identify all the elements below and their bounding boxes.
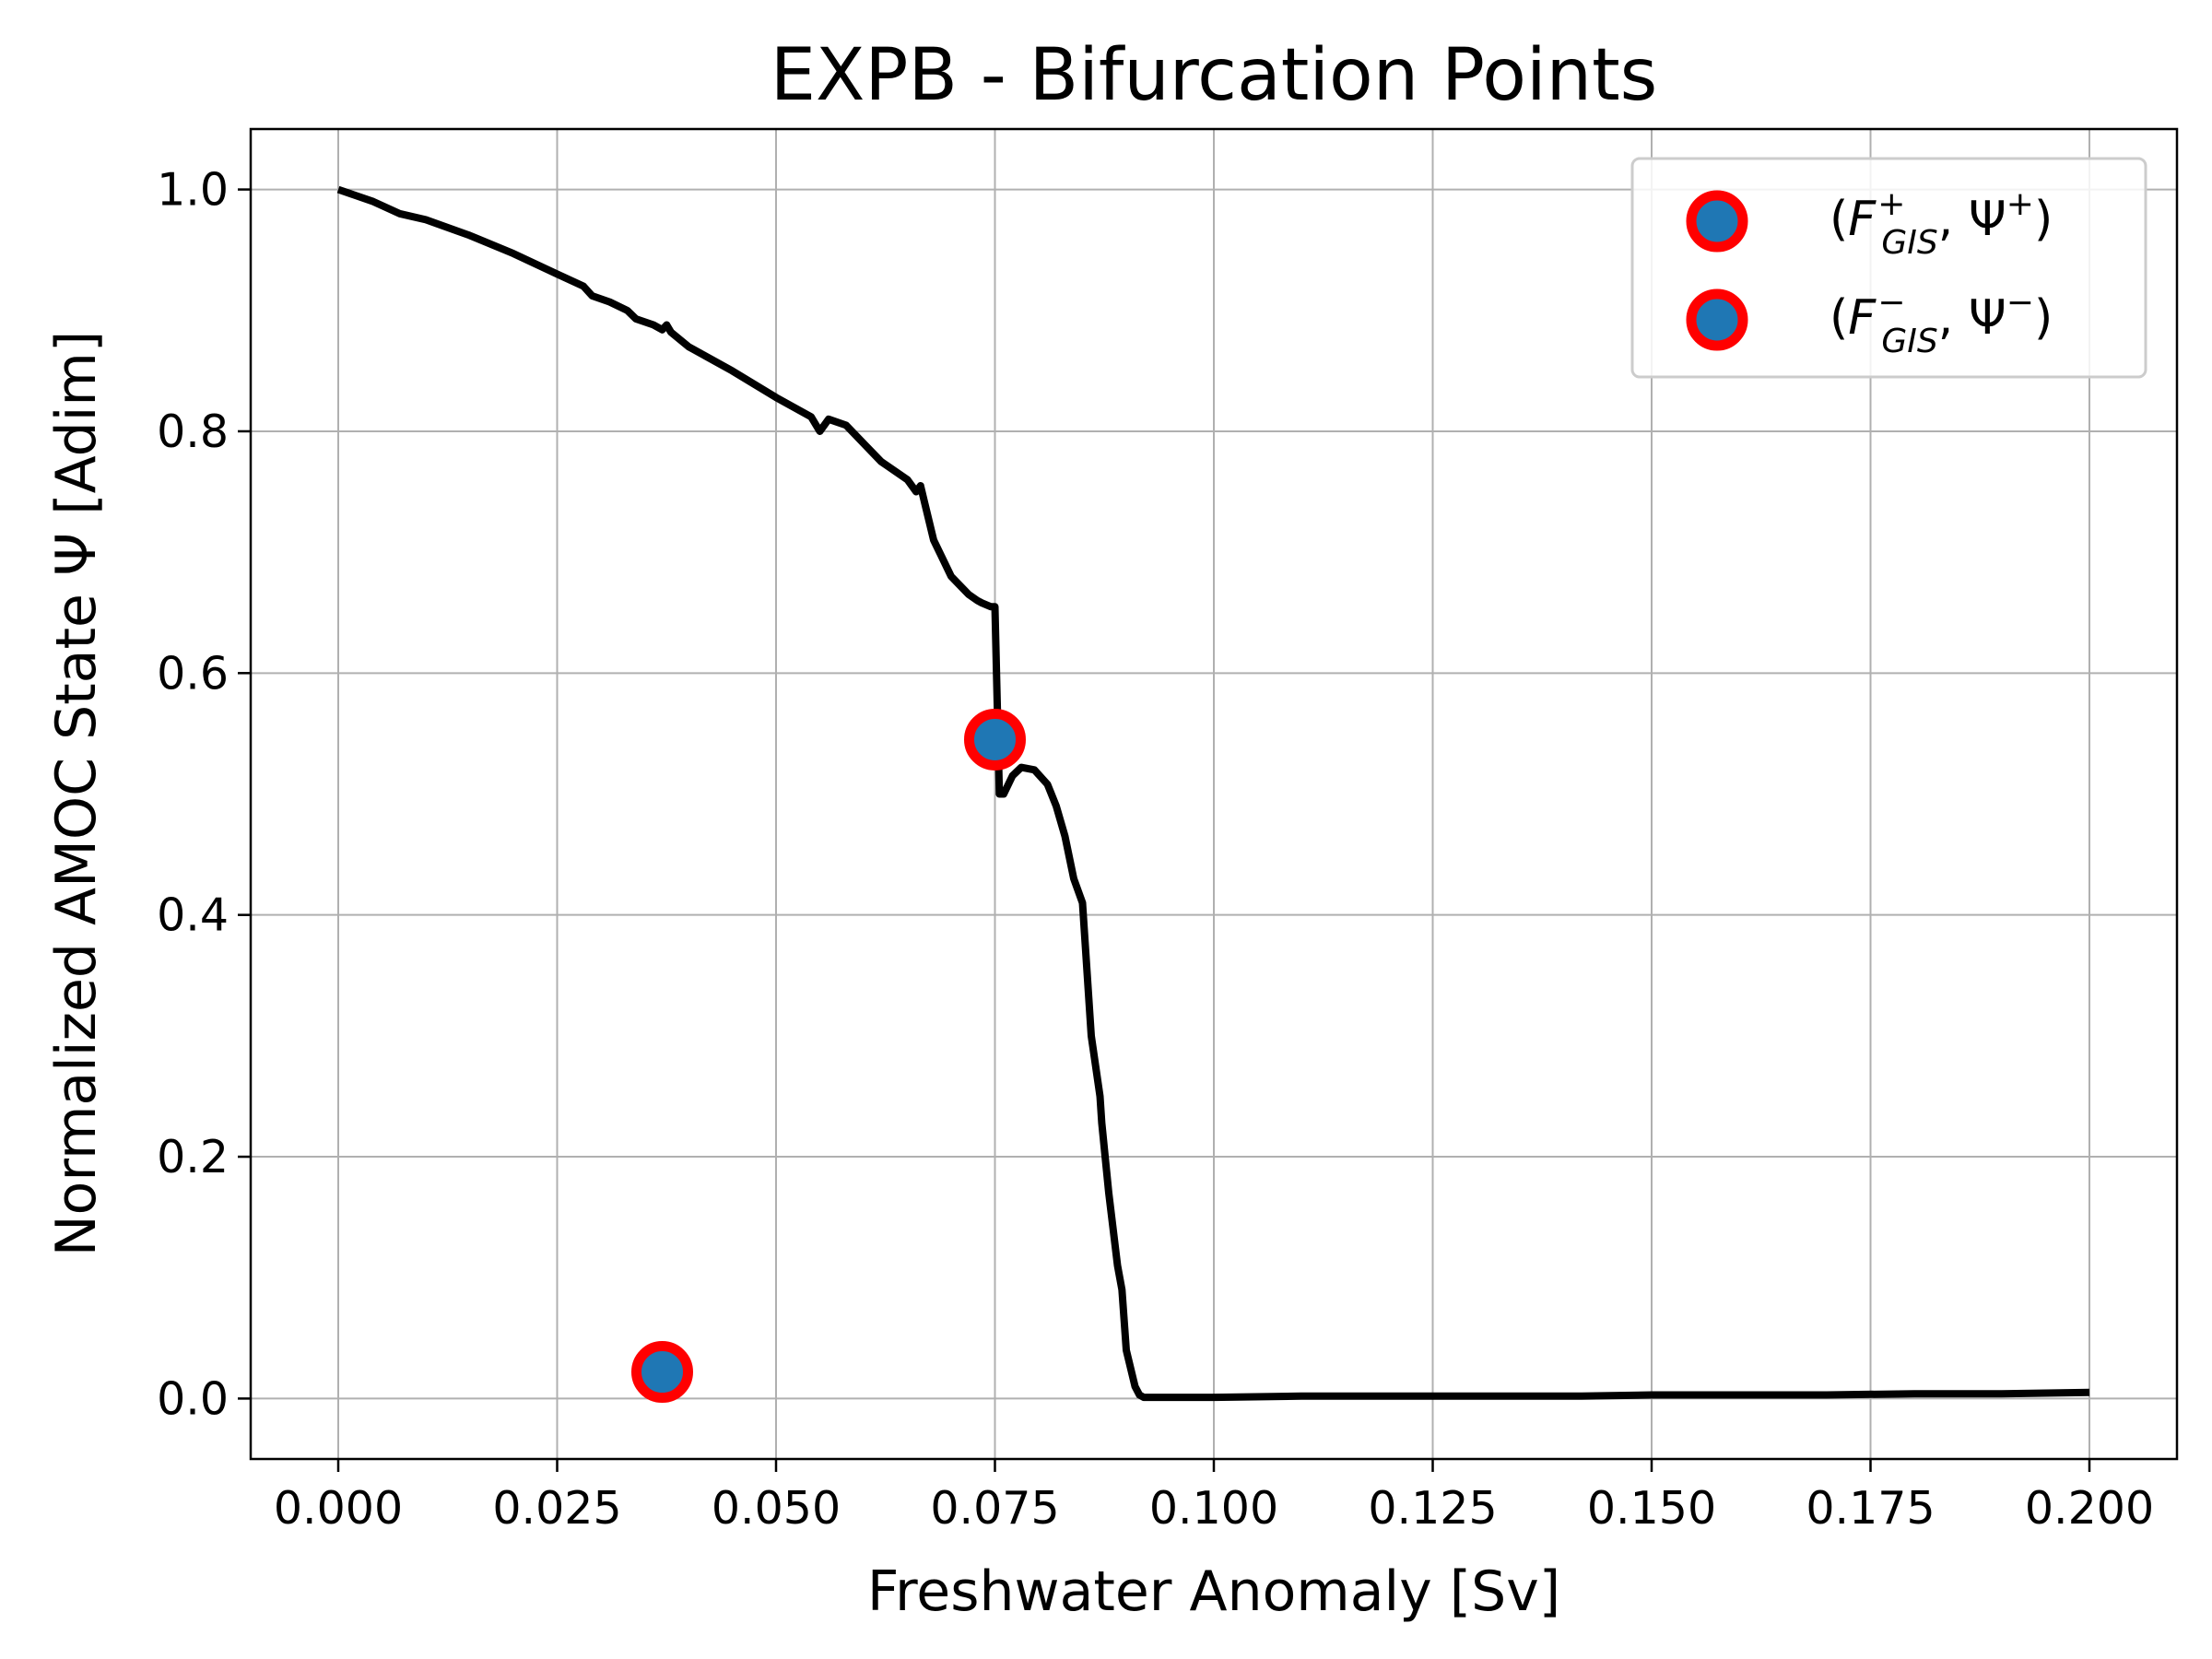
x-tick-label: 0.150 xyxy=(1587,1482,1716,1535)
legend-marker-minus xyxy=(1686,288,1748,351)
y-tick-label: 0.4 xyxy=(157,889,229,942)
bifurcation-points xyxy=(631,708,1026,1404)
x-tick-label: 0.000 xyxy=(274,1482,403,1535)
y-tick-label: 0.6 xyxy=(157,647,229,700)
y-tick-label: 0.8 xyxy=(157,406,229,458)
bifurcation-point-minus xyxy=(631,1341,693,1404)
x-tick-label: 0.100 xyxy=(1149,1482,1278,1535)
chart-title: EXPB - Bifurcation Points xyxy=(771,34,1658,117)
y-tick-label: 0.2 xyxy=(157,1131,229,1183)
x-tick-label: 0.050 xyxy=(712,1482,841,1535)
x-axis-ticks: 0.000 0.025 0.050 0.075 0.100 0.125 0.150 0.175… xyxy=(274,1459,2154,1535)
y-tick-label: 0.0 xyxy=(157,1372,229,1425)
y-axis-ticks: 0.0 0.2 0.4 0.6 0.8 1.0 xyxy=(157,164,251,1425)
y-axis-label: Normalized AMOC State Ψ [Adim] xyxy=(44,331,109,1257)
x-tick-label: 0.200 xyxy=(2025,1482,2154,1535)
x-tick-label: 0.175 xyxy=(1806,1482,1935,1535)
bifurcation-point-plus xyxy=(964,708,1026,771)
y-tick-label: 1.0 xyxy=(157,164,229,217)
legend: (F+ GIS, Ψ+) (F− GIS, Ψ−) xyxy=(1630,157,2147,379)
legend-box xyxy=(1630,157,2147,379)
amoc-state-line xyxy=(336,185,2090,1402)
x-tick-label: 0.025 xyxy=(492,1482,621,1535)
legend-marker-plus xyxy=(1686,190,1748,253)
x-tick-label: 0.125 xyxy=(1368,1482,1497,1535)
x-axis-label: Freshwater Anomaly [Sv] xyxy=(867,1559,1560,1624)
x-tick-label: 0.075 xyxy=(930,1482,1059,1535)
plot-area-frame xyxy=(249,127,2179,1461)
